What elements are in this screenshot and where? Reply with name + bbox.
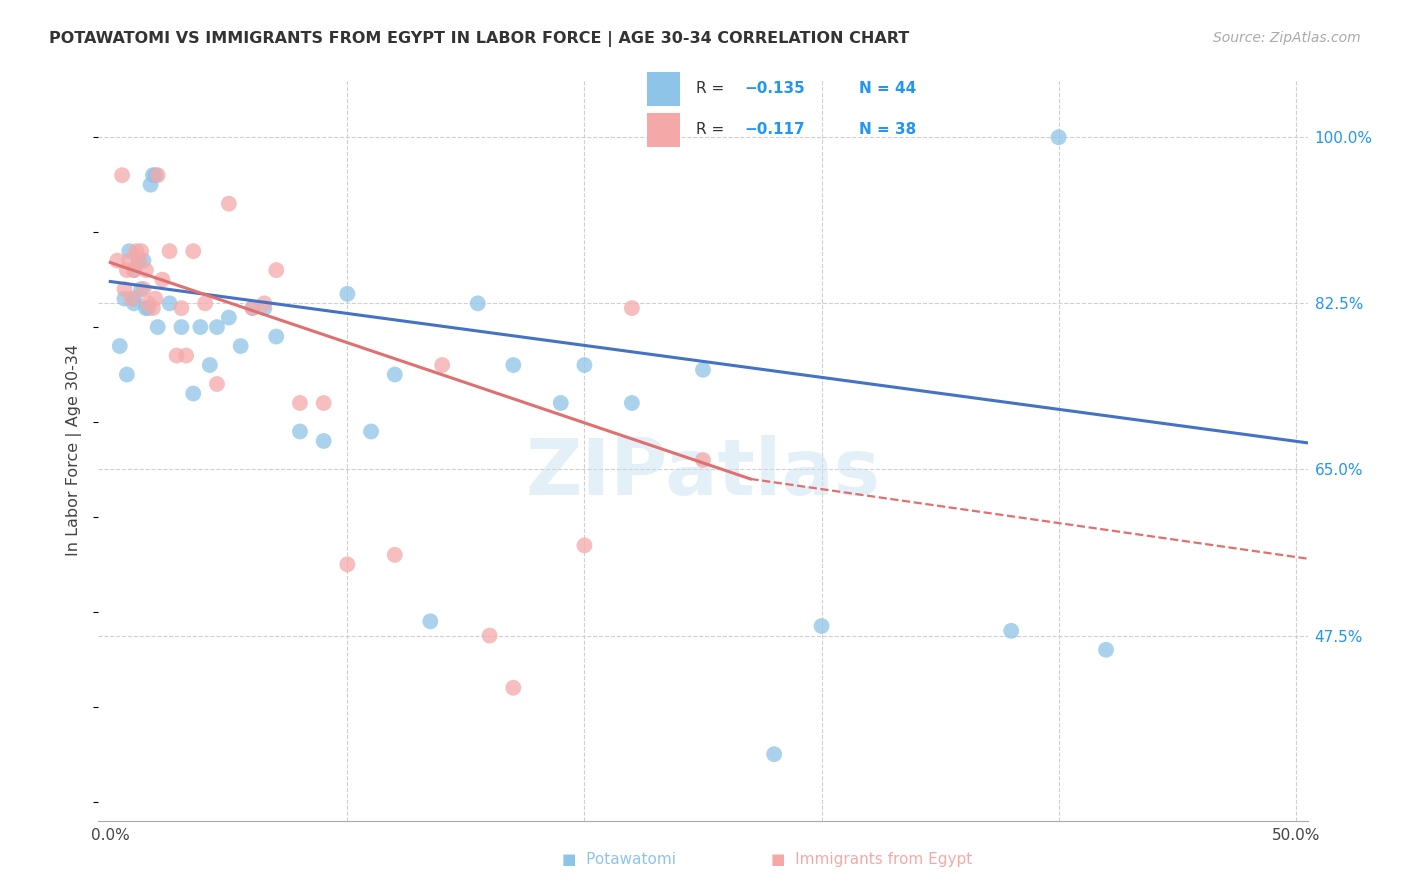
Point (136, 301, 159, 315)
Point (336, 558, 359, 572)
Point (114, 292, 136, 306)
Point (384, 548, 406, 562)
Point (419, 615, 441, 629)
Point (142, 301, 165, 315)
Text: ■  Immigrants from Egypt: ■ Immigrants from Egypt (770, 852, 973, 867)
Point (253, 301, 276, 315)
Point (550, 396, 572, 410)
Point (122, 263, 145, 277)
Point (190, 320, 212, 334)
Point (122, 296, 145, 310)
Point (152, 272, 174, 286)
Point (198, 358, 221, 372)
Point (312, 396, 335, 410)
Point (114, 282, 136, 296)
Point (122, 292, 145, 306)
Point (159, 244, 181, 259)
Point (129, 244, 152, 259)
Point (115, 263, 138, 277)
Point (166, 349, 188, 363)
Text: N = 44: N = 44 (859, 81, 917, 96)
Text: POTAWATOMI VS IMMIGRANTS FROM EGYPT IN LABOR FORCE | AGE 30-34 CORRELATION CHART: POTAWATOMI VS IMMIGRANTS FROM EGYPT IN L… (49, 31, 910, 47)
Point (1000, 624, 1022, 638)
Point (288, 396, 311, 410)
Point (159, 296, 181, 310)
Point (118, 253, 141, 268)
Point (1047, 130, 1070, 145)
Point (312, 434, 335, 448)
Bar (647, 72, 681, 105)
Point (218, 196, 240, 211)
Point (264, 263, 287, 277)
Point (1095, 642, 1118, 657)
Point (763, 747, 786, 762)
Point (125, 244, 148, 259)
Point (692, 453, 714, 467)
Point (194, 296, 217, 310)
Point (122, 263, 145, 277)
Text: −0.117: −0.117 (744, 122, 804, 137)
Point (143, 292, 166, 306)
Bar (647, 113, 681, 147)
Point (242, 301, 264, 315)
Point (132, 253, 155, 268)
Point (384, 368, 406, 382)
Point (143, 168, 166, 182)
Point (170, 320, 193, 334)
Text: ■  Potawatomi: ■ Potawatomi (561, 852, 676, 867)
Point (136, 296, 159, 310)
Point (502, 681, 524, 695)
Y-axis label: In Labor Force | Age 30-34: In Labor Force | Age 30-34 (66, 344, 83, 557)
Point (128, 253, 150, 268)
Point (142, 168, 165, 182)
Text: −0.135: −0.135 (744, 81, 804, 96)
Point (478, 629, 501, 643)
Point (253, 296, 276, 310)
Point (288, 425, 311, 439)
Text: R =: R = (696, 81, 730, 96)
Point (121, 292, 143, 306)
Point (432, 358, 454, 372)
Point (146, 320, 169, 334)
Point (181, 386, 204, 401)
Text: N = 38: N = 38 (859, 122, 917, 137)
Point (467, 296, 489, 310)
Text: Source: ZipAtlas.com: Source: ZipAtlas.com (1213, 31, 1361, 45)
Point (139, 178, 162, 192)
Point (692, 363, 714, 377)
Point (132, 282, 155, 296)
Text: R =: R = (696, 122, 730, 137)
Point (129, 282, 152, 296)
Point (264, 329, 287, 343)
Point (181, 244, 204, 259)
Point (108, 339, 131, 353)
Point (118, 244, 141, 259)
Point (502, 358, 524, 372)
Point (146, 168, 169, 182)
Point (218, 310, 240, 325)
Point (115, 368, 138, 382)
Point (242, 301, 264, 315)
Point (111, 168, 134, 182)
Point (205, 320, 228, 334)
Text: ZIPatlas: ZIPatlas (526, 434, 880, 511)
Point (105, 253, 128, 268)
Point (574, 358, 596, 372)
Point (810, 619, 832, 633)
Point (170, 301, 193, 315)
Point (360, 425, 382, 439)
Point (128, 253, 150, 268)
Point (229, 339, 252, 353)
Point (620, 301, 643, 315)
Point (135, 301, 157, 315)
Point (620, 396, 643, 410)
Point (135, 263, 157, 277)
Point (205, 377, 228, 392)
Point (336, 286, 359, 301)
Point (174, 349, 197, 363)
Point (574, 538, 596, 552)
